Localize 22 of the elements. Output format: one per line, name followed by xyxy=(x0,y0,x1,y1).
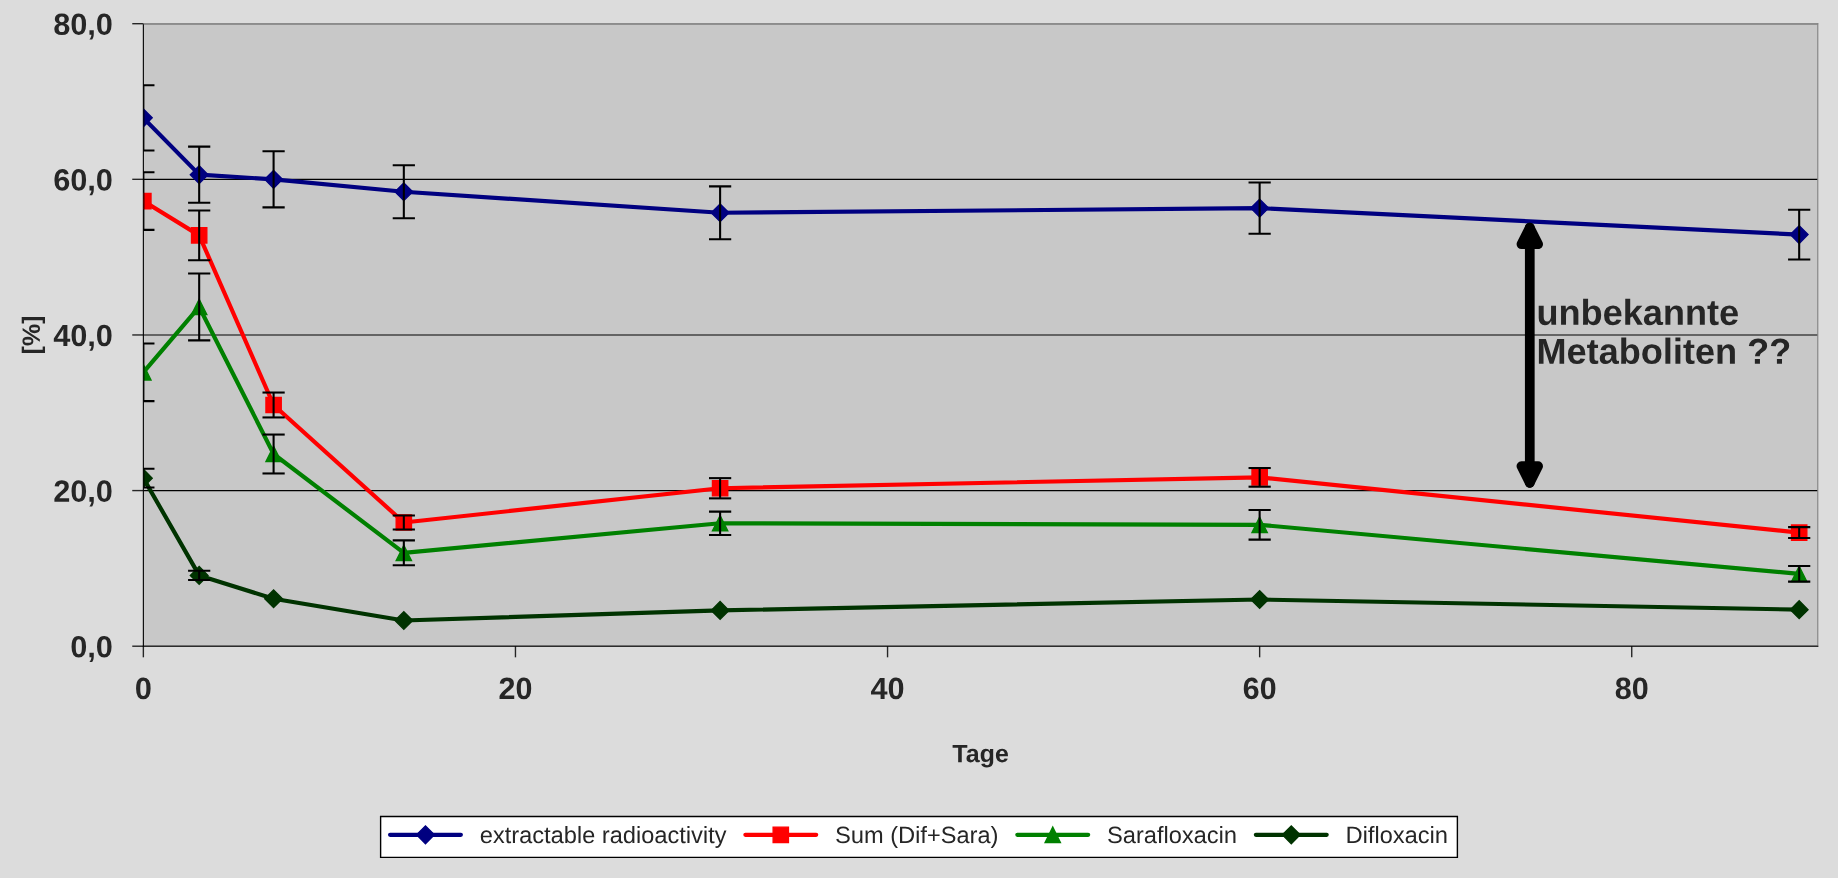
point xyxy=(264,589,284,609)
annotation: unbekannte Metaboliten ?? xyxy=(1538,298,1790,365)
y-tick-label: 40,0 xyxy=(53,324,112,351)
y-tick-label: 20,0 xyxy=(54,480,112,507)
legend-label: Sarafloxacin xyxy=(1108,825,1236,844)
x-axis-title: Tage xyxy=(952,744,1008,768)
y-tick-label: 60,0 xyxy=(54,169,112,196)
legend-label: Sum (Dif+Sara) xyxy=(836,825,997,848)
x-tick-label: 0 xyxy=(136,677,151,700)
x-tick-label: 20 xyxy=(499,677,532,700)
x-tick-label: 80 xyxy=(1615,677,1648,700)
y-tick-label: 80,0 xyxy=(54,13,112,40)
point xyxy=(1789,600,1809,620)
legend-label: extractable radioactivity xyxy=(480,825,727,848)
point xyxy=(1250,589,1270,610)
x-tick-label: 40 xyxy=(871,677,904,700)
y-tick-label: 0,0 xyxy=(71,635,112,663)
y-axis-title: [%] xyxy=(21,316,46,353)
point xyxy=(710,600,730,620)
point xyxy=(394,610,414,631)
x-tick-label: 60 xyxy=(1243,677,1276,700)
legend-label: Difloxacin xyxy=(1347,825,1447,844)
